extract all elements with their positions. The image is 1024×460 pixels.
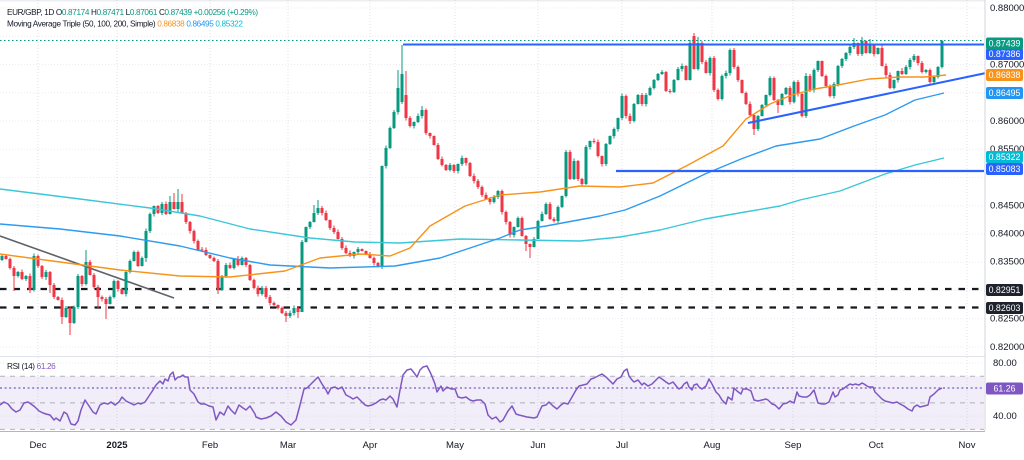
svg-text:Jul: Jul [616, 440, 628, 451]
svg-text:0.85500: 0.85500 [990, 144, 1024, 155]
svg-text:EUR/GBP, 1D O0.87174 H0.87471: EUR/GBP, 1D O0.87174 H0.87471 L0.87061 C… [7, 8, 258, 17]
svg-text:0.82603: 0.82603 [989, 303, 1021, 313]
svg-text:Dec: Dec [30, 440, 47, 451]
svg-text:0.86000: 0.86000 [990, 116, 1024, 127]
svg-text:Apr: Apr [363, 440, 378, 451]
svg-text:0.83500: 0.83500 [990, 257, 1024, 268]
svg-text:0.86495: 0.86495 [989, 88, 1021, 98]
svg-text:0.84500: 0.84500 [990, 201, 1024, 212]
svg-text:0.82000: 0.82000 [990, 342, 1024, 353]
svg-text:Feb: Feb [202, 440, 218, 451]
svg-text:Moving Average Triple (50, 100: Moving Average Triple (50, 100, 200, Sim… [7, 20, 243, 29]
svg-text:0.85322: 0.85322 [989, 152, 1021, 162]
svg-text:Nov: Nov [959, 440, 976, 451]
svg-text:80.00: 80.00 [993, 358, 1017, 369]
svg-text:40.00: 40.00 [993, 411, 1017, 422]
svg-text:Oct: Oct [869, 440, 884, 451]
svg-text:0.82951: 0.82951 [989, 285, 1021, 295]
svg-text:Sep: Sep [785, 440, 802, 451]
svg-text:0.84000: 0.84000 [990, 229, 1024, 240]
svg-text:0.86838: 0.86838 [989, 70, 1021, 80]
svg-text:0.87386: 0.87386 [989, 49, 1021, 59]
svg-text:0.87439: 0.87439 [989, 39, 1021, 49]
svg-text:0.85083: 0.85083 [989, 164, 1021, 174]
svg-text:Jun: Jun [530, 440, 545, 451]
svg-text:RSI (14) 61.26: RSI (14) 61.26 [7, 362, 56, 371]
svg-text:Aug: Aug [704, 440, 721, 451]
svg-text:0.88000: 0.88000 [990, 3, 1024, 14]
svg-text:2025: 2025 [106, 440, 128, 451]
svg-text:May: May [446, 440, 464, 451]
svg-text:0.87000: 0.87000 [990, 60, 1024, 71]
svg-text:0.82500: 0.82500 [990, 314, 1024, 325]
svg-text:Mar: Mar [280, 440, 296, 451]
svg-text:61.26: 61.26 [993, 384, 1015, 394]
